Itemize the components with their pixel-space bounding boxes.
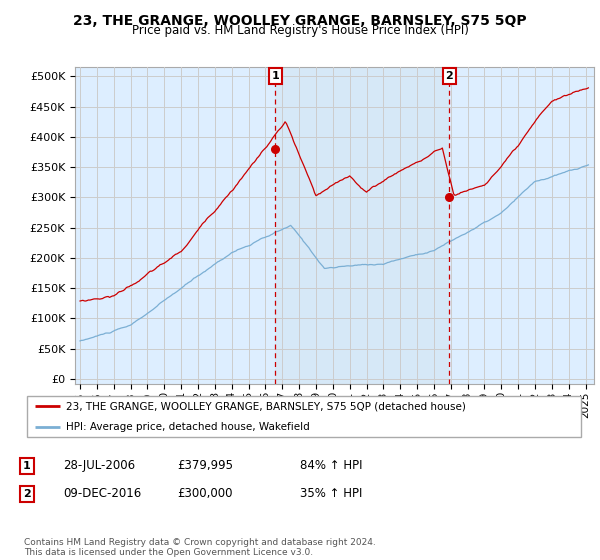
Text: 09-DEC-2016: 09-DEC-2016: [63, 487, 141, 501]
Text: 28-JUL-2006: 28-JUL-2006: [63, 459, 135, 473]
Text: 1: 1: [23, 461, 31, 471]
Text: HPI: Average price, detached house, Wakefield: HPI: Average price, detached house, Wake…: [66, 422, 310, 432]
Text: £300,000: £300,000: [177, 487, 233, 501]
Bar: [275, 67, 449, 384]
FancyBboxPatch shape: [27, 396, 581, 437]
Text: 35% ↑ HPI: 35% ↑ HPI: [300, 487, 362, 501]
Text: 23, THE GRANGE, WOOLLEY GRANGE, BARNSLEY, S75 5QP: 23, THE GRANGE, WOOLLEY GRANGE, BARNSLEY…: [73, 14, 527, 28]
Text: Price paid vs. HM Land Registry's House Price Index (HPI): Price paid vs. HM Land Registry's House …: [131, 24, 469, 37]
Text: Contains HM Land Registry data © Crown copyright and database right 2024.
This d: Contains HM Land Registry data © Crown c…: [24, 538, 376, 557]
Text: 23, THE GRANGE, WOOLLEY GRANGE, BARNSLEY, S75 5QP (detached house): 23, THE GRANGE, WOOLLEY GRANGE, BARNSLEY…: [66, 401, 466, 411]
Text: 84% ↑ HPI: 84% ↑ HPI: [300, 459, 362, 473]
Text: 2: 2: [23, 489, 31, 499]
Text: 1: 1: [271, 71, 279, 81]
Text: £379,995: £379,995: [177, 459, 233, 473]
Text: 2: 2: [446, 71, 453, 81]
